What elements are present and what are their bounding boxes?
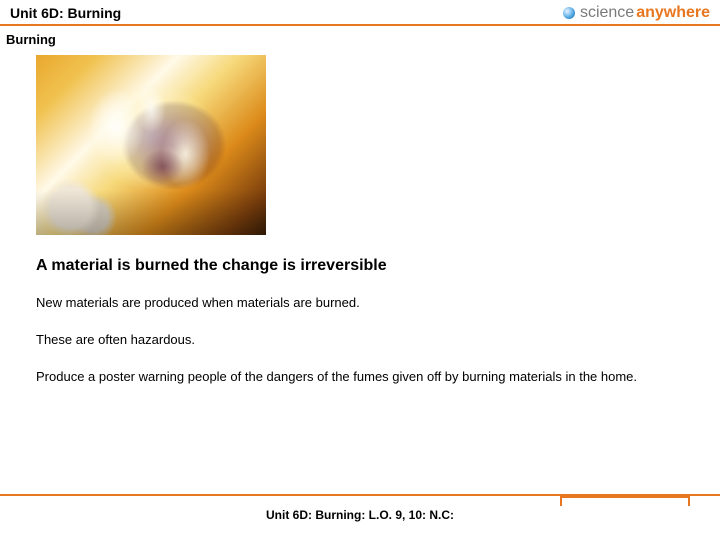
footer-accent-box <box>560 496 690 506</box>
burning-image <box>36 55 266 235</box>
content-area: A material is burned the change is irrev… <box>0 257 720 386</box>
logo-text-gray: science <box>580 4 634 22</box>
section-subtitle: Burning <box>0 26 720 47</box>
footer-text: Unit 6D: Burning: L.O. 9, 10: N.C: <box>0 508 720 522</box>
paragraph-1: New materials are produced when material… <box>36 295 684 312</box>
paragraph-3: Produce a poster warning people of the d… <box>36 369 684 386</box>
logo: scienceanywhere <box>563 4 710 22</box>
paragraph-2: These are often hazardous. <box>36 332 684 349</box>
content-heading: A material is burned the change is irrev… <box>36 257 684 275</box>
header: Unit 6D: Burning scienceanywhere <box>0 0 720 26</box>
logo-text-orange: anywhere <box>636 4 710 22</box>
unit-title: Unit 6D: Burning <box>10 5 121 21</box>
logo-orb-icon <box>563 7 575 19</box>
